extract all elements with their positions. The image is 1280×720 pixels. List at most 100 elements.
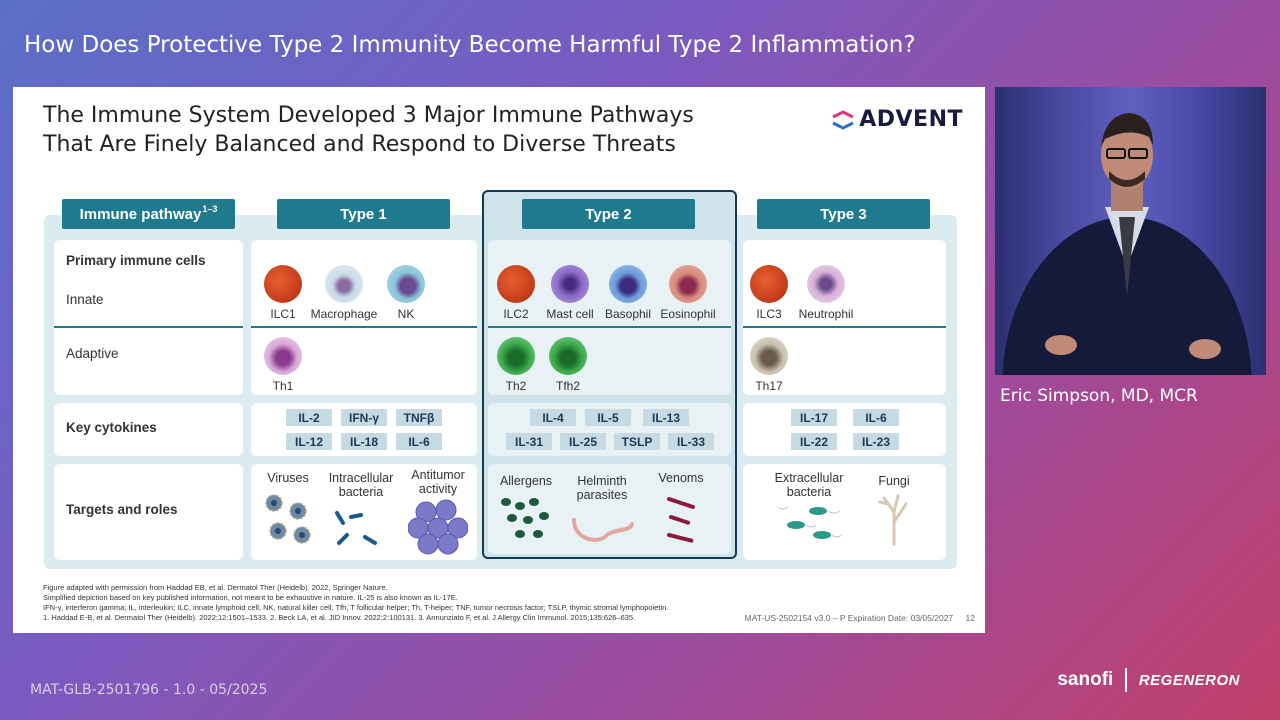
header-type2: Type 2 [522, 199, 695, 229]
speaker-figure-image [1002, 113, 1252, 375]
tumor-cells-icon [407, 499, 469, 555]
cytokine-chip: IL-6 [396, 433, 442, 450]
brand-divider [1125, 668, 1127, 692]
cytokine-chip: IL-18 [341, 433, 387, 450]
virus-icon [265, 494, 311, 544]
cell-mast-cell: Mast cell [535, 265, 605, 321]
cytokine-chip: IL-5 [585, 409, 631, 426]
header-type1: Type 1 [277, 199, 450, 229]
cytokine-chip: IL-22 [791, 433, 837, 450]
target-helminth-parasites: Helminth parasites [570, 474, 634, 549]
row-label-innate: Innate [66, 292, 104, 307]
cell-th1: Th1 [248, 337, 318, 393]
target-antitumor-activity: Antitumor activity [405, 468, 471, 559]
type1-divider [251, 326, 477, 328]
cell-macrophage-label: Macrophage [310, 307, 378, 321]
cytokine-chip: TNFβ [396, 409, 442, 426]
cell-eosinophil-label: Eosinophil [660, 307, 716, 321]
cytokine-chip: IL-17 [791, 409, 837, 426]
slide-title: The Immune System Developed 3 Major Immu… [43, 101, 763, 159]
cell-nk: NK [371, 265, 441, 321]
cell-neutrophil-label: Neutrophil [798, 307, 854, 321]
cytokine-chip: IL-23 [853, 433, 899, 450]
neutrophil-cell-icon [807, 265, 845, 303]
slide-panel: The Immune System Developed 3 Major Immu… [13, 87, 985, 633]
footnote-line: Figure adapted with permission from Hadd… [43, 583, 388, 592]
cytokine-chip: IL-13 [643, 409, 689, 426]
target-allergens: Allergens [495, 474, 557, 545]
row-label-adaptive: Adaptive [66, 346, 119, 361]
cell-ilc3-label: ILC3 [756, 307, 782, 321]
target-extracellular-bacteria-label: Extracellular bacteria [774, 471, 844, 499]
cell-ilc2: ILC2 [481, 265, 551, 321]
row-label-primary: Primary immune cells [66, 253, 206, 268]
brand-logos: sanofi REGENERON [1057, 668, 1240, 692]
label-box-cytokines [54, 403, 243, 456]
cell-ilc1: ILC1 [248, 265, 318, 321]
th1-cell-icon [264, 337, 302, 375]
eosinophil-cell-icon [669, 265, 707, 303]
header-immune-pathway-sup: 1–3 [202, 204, 218, 214]
target-allergens-label: Allergens [499, 474, 553, 488]
target-intracellular-bacteria: Intracellular bacteria [324, 471, 398, 552]
speaker-video [995, 87, 1266, 375]
mat-code: MAT-GLB-2501796 - 1.0 - 05/2025 [30, 682, 268, 698]
type3-targets-box [743, 464, 946, 560]
cell-neutrophil: Neutrophil [791, 265, 861, 321]
slide-id-code: MAT-US-2502154 v3.0 – P Expiration Date:… [744, 613, 954, 623]
session-title: How Does Protective Type 2 Immunity Beco… [24, 32, 916, 58]
header-immune-pathway: Immune pathway 1–3 [62, 199, 235, 229]
header-type3: Type 3 [757, 199, 930, 229]
row-label-targets: Targets and roles [66, 502, 178, 517]
cell-tfh2: Tfh2 [533, 337, 603, 393]
speaker-name: Eric Simpson, MD, MCR [1000, 386, 1198, 406]
ilc3-cell-icon [750, 265, 788, 303]
helminth-icon [572, 518, 634, 542]
mast-cell-icon [551, 265, 589, 303]
cell-th2: Th2 [481, 337, 551, 393]
target-venoms-label: Venoms [658, 471, 704, 485]
slide-title-line-1: The Immune System Developed 3 Major Immu… [43, 103, 694, 128]
th17-cell-icon [750, 337, 788, 375]
slide-id: MAT-US-2502154 v3.0 – P Expiration Date:… [745, 613, 975, 623]
type2-divider [488, 326, 731, 328]
bacteria-icon [335, 511, 377, 545]
label-box-targets [54, 464, 243, 560]
cell-ilc1-label: ILC1 [270, 307, 296, 321]
fungi-icon [878, 494, 908, 546]
row-label-cytokines: Key cytokines [66, 420, 157, 435]
advent-logo-text: ADVENT [859, 107, 963, 132]
cytokine-chip: IL-6 [853, 409, 899, 426]
footnote-line: 1. Haddad E-B, et al. Dermatol Ther (Hei… [43, 613, 636, 622]
cytokine-chip: IL-2 [286, 409, 332, 426]
basophil-cell-icon [609, 265, 647, 303]
cell-th17-label: Th17 [755, 379, 783, 393]
cell-ilc3: ILC3 [734, 265, 804, 321]
target-intracellular-bacteria-label: Intracellular bacteria [328, 471, 394, 499]
footnotes: Figure adapted with permission from Hadd… [43, 583, 943, 623]
cytokine-chip: IFN-γ [341, 409, 387, 426]
type3-divider [743, 326, 946, 328]
cell-th17: Th17 [734, 337, 804, 393]
macrophage-cell-icon [325, 265, 363, 303]
target-fungi-label: Fungi [878, 474, 910, 488]
cell-th1-label: Th1 [272, 379, 294, 393]
advent-logo-icon [832, 109, 854, 130]
cell-macrophage: Macrophage [309, 265, 379, 321]
cell-th2-label: Th2 [505, 379, 527, 393]
target-antitumor-activity-label: Antitumor activity [411, 468, 465, 496]
cytokine-chip: IL-33 [668, 433, 714, 450]
target-viruses: Viruses [260, 471, 316, 548]
regeneron-logo: REGENERON [1138, 671, 1240, 689]
cell-ilc2-label: ILC2 [503, 307, 529, 321]
advent-logo: ADVENT [831, 107, 963, 132]
sanofi-logo: sanofi [1057, 669, 1114, 690]
cell-nk-label: NK [397, 307, 415, 321]
cytokine-chip: IL-12 [286, 433, 332, 450]
cytokine-chip: IL-25 [560, 433, 606, 450]
target-venoms: Venoms [653, 471, 709, 548]
cytokine-chip: TSLP [614, 433, 660, 450]
allergen-icon [501, 498, 549, 538]
type3-cytokines-box [743, 403, 946, 456]
header-immune-pathway-label: Immune pathway [79, 205, 202, 223]
